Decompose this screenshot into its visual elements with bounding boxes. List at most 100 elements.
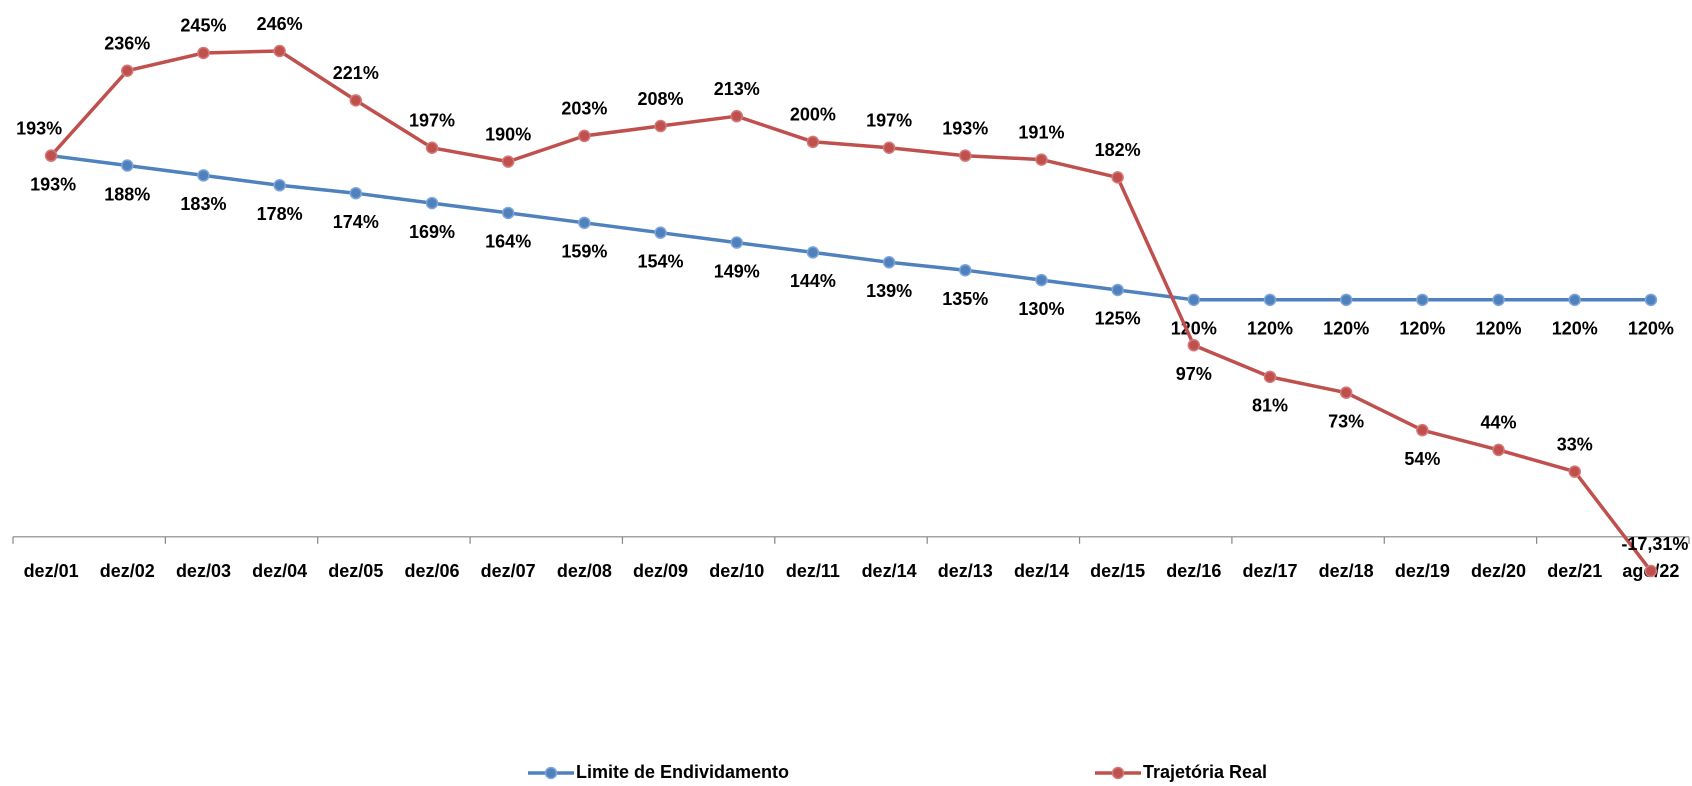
data-label: 125% [1095, 309, 1141, 329]
data-label: 154% [638, 251, 684, 271]
series-line [50, 153, 1651, 302]
data-label: 191% [1018, 122, 1064, 142]
point [578, 129, 591, 143]
data-label: -17,31% [1621, 534, 1688, 554]
point [501, 206, 515, 220]
x-tick-label: dez/08 [557, 561, 612, 581]
x-tick-label: dez/02 [100, 561, 155, 581]
data-label: 236% [104, 33, 150, 53]
point [501, 155, 515, 168]
data-label: 144% [790, 271, 836, 291]
data-label: 44% [1481, 413, 1517, 433]
point [730, 236, 743, 249]
legend-label: Limite de Endividamento [576, 762, 789, 782]
point [1339, 293, 1353, 307]
point [806, 135, 820, 149]
point [1187, 293, 1201, 307]
point [1339, 386, 1353, 399]
x-tick-label: dez/10 [709, 561, 764, 581]
legend-marker [1111, 766, 1125, 780]
x-tick-label: dez/21 [1547, 561, 1602, 581]
point [425, 196, 439, 210]
data-label: 193% [30, 174, 76, 194]
data-label: 120% [1171, 319, 1217, 339]
data-label: 73% [1328, 411, 1364, 431]
point [197, 46, 210, 60]
point [730, 109, 743, 123]
data-label: 120% [1323, 319, 1369, 339]
data-label: 135% [942, 289, 988, 309]
data-label: 81% [1252, 396, 1288, 416]
x-tick-label: dez/06 [404, 561, 459, 581]
data-label: 193% [16, 118, 62, 138]
data-label: 190% [485, 124, 531, 144]
point [959, 263, 972, 277]
x-tick-label: dez/03 [176, 561, 231, 581]
point [806, 246, 820, 259]
point [1263, 370, 1277, 384]
x-tick-label: dez/16 [1166, 561, 1221, 581]
x-tick-label: dez/04 [252, 561, 307, 581]
point [654, 226, 667, 239]
point [882, 141, 896, 155]
data-label: 183% [180, 194, 226, 214]
point [882, 256, 896, 269]
point [1492, 293, 1505, 307]
point [425, 141, 439, 155]
x-tick-label: dez/17 [1242, 561, 1297, 581]
point [1416, 293, 1429, 307]
data-label: 246% [257, 14, 303, 34]
data-label: 188% [104, 184, 150, 204]
data-label: 213% [714, 79, 760, 99]
data-label: 174% [333, 212, 379, 232]
data-label: 149% [714, 261, 760, 281]
data-label: 193% [942, 118, 988, 138]
data-label: 164% [485, 232, 531, 252]
data-label: 120% [1247, 319, 1293, 339]
x-tick-label: dez/14 [862, 561, 917, 581]
point [197, 169, 210, 182]
x-tick-label: dez/18 [1319, 561, 1374, 581]
point [1416, 423, 1429, 437]
point [1644, 293, 1658, 307]
point [1035, 153, 1048, 166]
point [1187, 339, 1201, 352]
x-tick-label: dez/15 [1090, 561, 1145, 581]
point [959, 149, 972, 162]
legend-marker [544, 766, 558, 780]
x-tick-label: dez/14 [1014, 561, 1069, 581]
data-label: 203% [561, 99, 607, 119]
data-label: 182% [1095, 140, 1141, 160]
data-label: 159% [561, 242, 607, 262]
x-tick-label: dez/07 [481, 561, 536, 581]
point [1035, 273, 1048, 287]
point [1568, 293, 1581, 307]
point [44, 149, 58, 162]
point [1492, 443, 1505, 457]
data-label: 200% [790, 105, 836, 125]
data-label: 208% [638, 89, 684, 109]
x-tick-label: dez/13 [938, 561, 993, 581]
data-label: 97% [1176, 364, 1212, 384]
point [121, 159, 134, 172]
x-tick-label: dez/09 [633, 561, 688, 581]
point [578, 216, 591, 230]
point [349, 186, 363, 200]
data-label: 197% [866, 111, 912, 131]
point [1111, 171, 1124, 184]
x-tick-label: dez/01 [24, 561, 79, 581]
x-tick-label: dez/20 [1471, 561, 1526, 581]
data-label: 120% [1552, 319, 1598, 339]
point [1111, 283, 1124, 297]
x-tick-label: dez/19 [1395, 561, 1450, 581]
data-label: 120% [1628, 319, 1674, 339]
point [1644, 564, 1658, 578]
legend-label: Trajetória Real [1143, 762, 1267, 782]
data-label: 245% [180, 16, 226, 36]
data-label: 221% [333, 63, 379, 83]
x-tick-label: dez/11 [786, 561, 840, 581]
point [121, 64, 134, 77]
data-label: 197% [409, 111, 455, 131]
point [273, 179, 286, 192]
